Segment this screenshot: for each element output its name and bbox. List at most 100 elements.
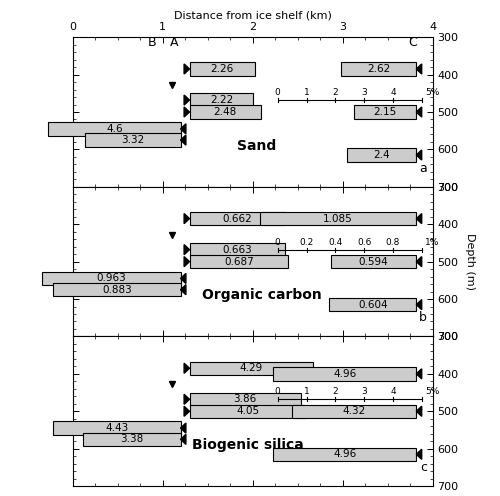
Polygon shape (180, 434, 186, 444)
Text: 2.48: 2.48 (214, 107, 237, 117)
Bar (53, 422, 180, 435)
Text: 1%: 1% (426, 238, 440, 247)
Text: 4: 4 (390, 387, 396, 396)
Text: 1: 1 (304, 88, 310, 97)
Bar (190, 392, 300, 406)
Polygon shape (184, 363, 190, 373)
Text: 4.43: 4.43 (105, 423, 128, 433)
Polygon shape (184, 394, 190, 404)
Bar (190, 362, 313, 375)
Text: 2: 2 (332, 88, 338, 97)
Text: Organic carbon: Organic carbon (202, 288, 322, 302)
Text: a: a (420, 162, 427, 175)
Text: 2.15: 2.15 (374, 107, 397, 117)
Bar (330, 298, 416, 311)
Text: 3: 3 (361, 387, 367, 396)
Text: B: B (148, 36, 156, 49)
Text: 4.32: 4.32 (342, 406, 365, 416)
Text: 0.963: 0.963 (96, 273, 126, 284)
Text: 0.604: 0.604 (358, 300, 388, 310)
Bar (341, 62, 416, 76)
Text: 0.8: 0.8 (386, 238, 400, 247)
Bar (354, 105, 416, 119)
Text: 2.4: 2.4 (374, 150, 390, 160)
Polygon shape (416, 406, 422, 416)
Bar (190, 255, 288, 268)
Bar (260, 212, 416, 225)
Polygon shape (180, 423, 186, 433)
Polygon shape (184, 256, 190, 267)
Bar (48, 122, 180, 135)
Polygon shape (180, 124, 186, 134)
Text: 0.6: 0.6 (357, 238, 372, 247)
Text: 0.883: 0.883 (102, 285, 132, 295)
Bar (274, 447, 416, 461)
Text: 3.86: 3.86 (234, 394, 256, 404)
Polygon shape (180, 135, 186, 145)
Text: 0.662: 0.662 (222, 214, 252, 224)
Polygon shape (416, 369, 422, 379)
Text: 2.62: 2.62 (367, 64, 390, 74)
Polygon shape (416, 107, 422, 117)
Text: 0.594: 0.594 (358, 256, 388, 267)
Text: Sand: Sand (238, 139, 277, 153)
Polygon shape (416, 214, 422, 224)
Bar (54, 283, 180, 297)
Text: c: c (420, 461, 427, 474)
Bar (190, 243, 285, 256)
Polygon shape (416, 256, 422, 267)
Polygon shape (184, 95, 190, 105)
Bar (274, 367, 416, 380)
Text: 2.26: 2.26 (210, 64, 234, 74)
Text: 0.663: 0.663 (222, 245, 252, 254)
Polygon shape (416, 64, 422, 74)
Text: 2.22: 2.22 (210, 95, 233, 105)
Polygon shape (184, 214, 190, 224)
Text: 2: 2 (332, 387, 338, 396)
Text: A: A (170, 36, 178, 49)
Text: Biogenic silica: Biogenic silica (192, 438, 304, 452)
Text: 3.32: 3.32 (121, 135, 144, 145)
Bar (292, 405, 416, 418)
X-axis label: Distance from ice shelf (km): Distance from ice shelf (km) (174, 10, 332, 20)
Bar (190, 62, 254, 76)
Text: 3.38: 3.38 (120, 434, 144, 444)
Text: 1.085: 1.085 (324, 214, 353, 224)
Text: 4: 4 (390, 88, 396, 97)
Text: 0: 0 (275, 88, 280, 97)
Bar (85, 133, 180, 147)
Text: 4.6: 4.6 (106, 124, 122, 134)
Text: 5%: 5% (426, 387, 440, 396)
Polygon shape (180, 285, 186, 295)
Text: 0.2: 0.2 (300, 238, 314, 247)
Bar (83, 433, 180, 446)
Polygon shape (416, 449, 422, 459)
Bar (190, 212, 285, 225)
Text: 0.4: 0.4 (328, 238, 342, 247)
Polygon shape (416, 150, 422, 160)
Text: 4.05: 4.05 (236, 406, 260, 416)
Text: 1: 1 (304, 387, 310, 396)
Text: b: b (419, 311, 427, 324)
Text: 5%: 5% (426, 88, 440, 97)
Bar (42, 272, 180, 285)
Text: 4.96: 4.96 (334, 369, 356, 379)
Text: 3: 3 (361, 88, 367, 97)
Text: 0: 0 (275, 238, 280, 247)
Polygon shape (184, 107, 190, 117)
Bar (190, 105, 261, 119)
Bar (331, 255, 416, 268)
Text: 0: 0 (275, 387, 280, 396)
Polygon shape (184, 406, 190, 416)
Text: C: C (408, 36, 417, 49)
Text: 0.687: 0.687 (224, 256, 254, 267)
Bar (190, 93, 254, 107)
Polygon shape (184, 64, 190, 74)
Polygon shape (416, 300, 422, 310)
Text: 4.96: 4.96 (334, 449, 356, 459)
Polygon shape (180, 273, 186, 284)
Y-axis label: Depth (m): Depth (m) (466, 233, 475, 290)
Text: 4.29: 4.29 (240, 363, 263, 373)
Bar (347, 148, 416, 162)
Bar (190, 405, 306, 418)
